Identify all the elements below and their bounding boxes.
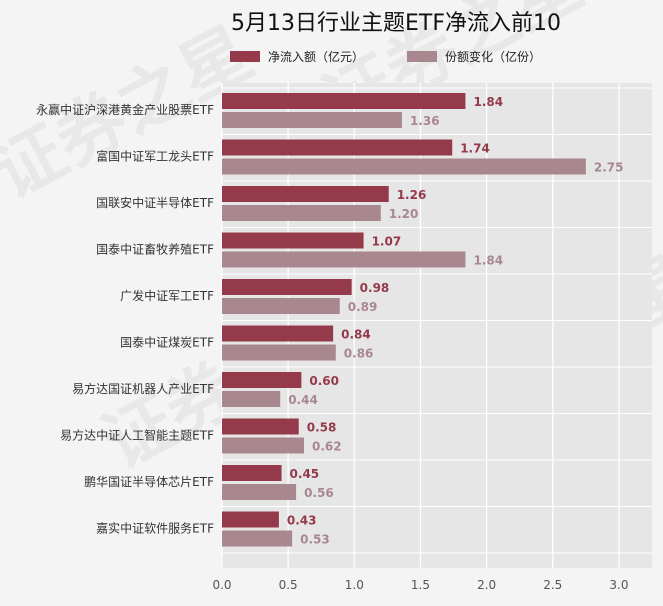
bar	[222, 530, 293, 547]
value-label: 1.36	[410, 114, 440, 128]
bar	[222, 158, 586, 175]
bar	[222, 205, 381, 221]
bar	[222, 112, 402, 128]
x-axis-ticks: 0.0 0.5 1.0 1.5 2.0 2.5 3.0	[212, 578, 628, 592]
category-label: 永赢中证沪深港黄金产业股票ETF	[36, 102, 214, 117]
bar	[222, 418, 299, 435]
bar	[222, 372, 302, 388]
category-label: 国泰中证畜牧养殖ETF	[96, 242, 214, 257]
value-label: 0.53	[300, 533, 330, 547]
x-tick-label: 2.0	[477, 578, 496, 592]
category-label: 易方达国证机器人产业ETF	[72, 381, 214, 396]
x-tick-label: 3.0	[609, 578, 628, 592]
legend-swatch	[407, 51, 437, 62]
bar	[222, 139, 453, 156]
value-label: 2.75	[594, 161, 624, 175]
value-label: 0.89	[348, 300, 378, 314]
bar	[222, 279, 352, 295]
legend-label: 净流入额（亿元）	[268, 49, 364, 64]
value-labels: 1.84 1.36 1.74 2.75 1.26 1.20 1.07 1.84 0.98 0.89…	[287, 95, 624, 547]
value-label: 1.20	[389, 207, 419, 221]
x-tick-label: 1.0	[345, 578, 364, 592]
value-label: 0.98	[360, 281, 390, 295]
value-label: 1.26	[397, 188, 427, 202]
x-tick-label: 2.5	[543, 578, 562, 592]
bar	[222, 391, 281, 407]
bar	[222, 511, 279, 528]
bar	[222, 344, 336, 361]
value-label: 0.43	[287, 514, 317, 528]
bar	[222, 93, 466, 109]
bars	[222, 93, 586, 547]
bar	[222, 465, 282, 481]
x-tick-label: 0.0	[212, 578, 231, 592]
bar	[222, 484, 297, 500]
bar	[222, 437, 305, 454]
value-label: 0.56	[304, 486, 334, 500]
value-label: 0.84	[341, 328, 371, 342]
x-tick-label: 1.5	[411, 578, 430, 592]
bar	[222, 232, 364, 249]
category-label: 广发中证军工ETF	[120, 288, 214, 303]
bar	[222, 186, 389, 202]
category-label: 国联安中证半导体ETF	[96, 195, 214, 210]
bar	[222, 298, 340, 314]
value-label: 1.84	[473, 95, 503, 109]
value-label: 0.62	[312, 440, 342, 454]
value-label: 1.74	[460, 142, 490, 156]
chart-title: 5月13日行业主题ETF净流入前10	[231, 11, 561, 36]
value-label: 0.45	[290, 467, 320, 481]
x-tick-label: 0.5	[279, 578, 298, 592]
value-label: 1.07	[372, 235, 402, 249]
legend-label: 份额变化（亿份）	[445, 49, 541, 64]
value-label: 0.58	[307, 421, 337, 435]
legend-swatch	[230, 51, 260, 62]
bar	[222, 251, 466, 268]
legend: 净流入额（亿元） 份额变化（亿份）	[230, 49, 541, 64]
value-label: 1.84	[473, 254, 503, 268]
value-label: 0.86	[344, 347, 374, 361]
category-label: 易方达中证人工智能主题ETF	[60, 428, 214, 443]
category-label: 国泰中证煤炭ETF	[120, 335, 214, 350]
value-label: 0.60	[309, 374, 339, 388]
category-label: 富国中证军工龙头ETF	[96, 149, 214, 164]
category-label: 嘉实中证软件服务ETF	[96, 521, 214, 536]
bar	[222, 325, 334, 342]
category-labels: 永赢中证沪深港黄金产业股票ETF 富国中证军工龙头ETF 国联安中证半导体ETF 国泰…	[36, 102, 214, 536]
category-label: 鹏华国证半导体芯片ETF	[84, 475, 214, 489]
value-label: 0.44	[288, 393, 318, 407]
